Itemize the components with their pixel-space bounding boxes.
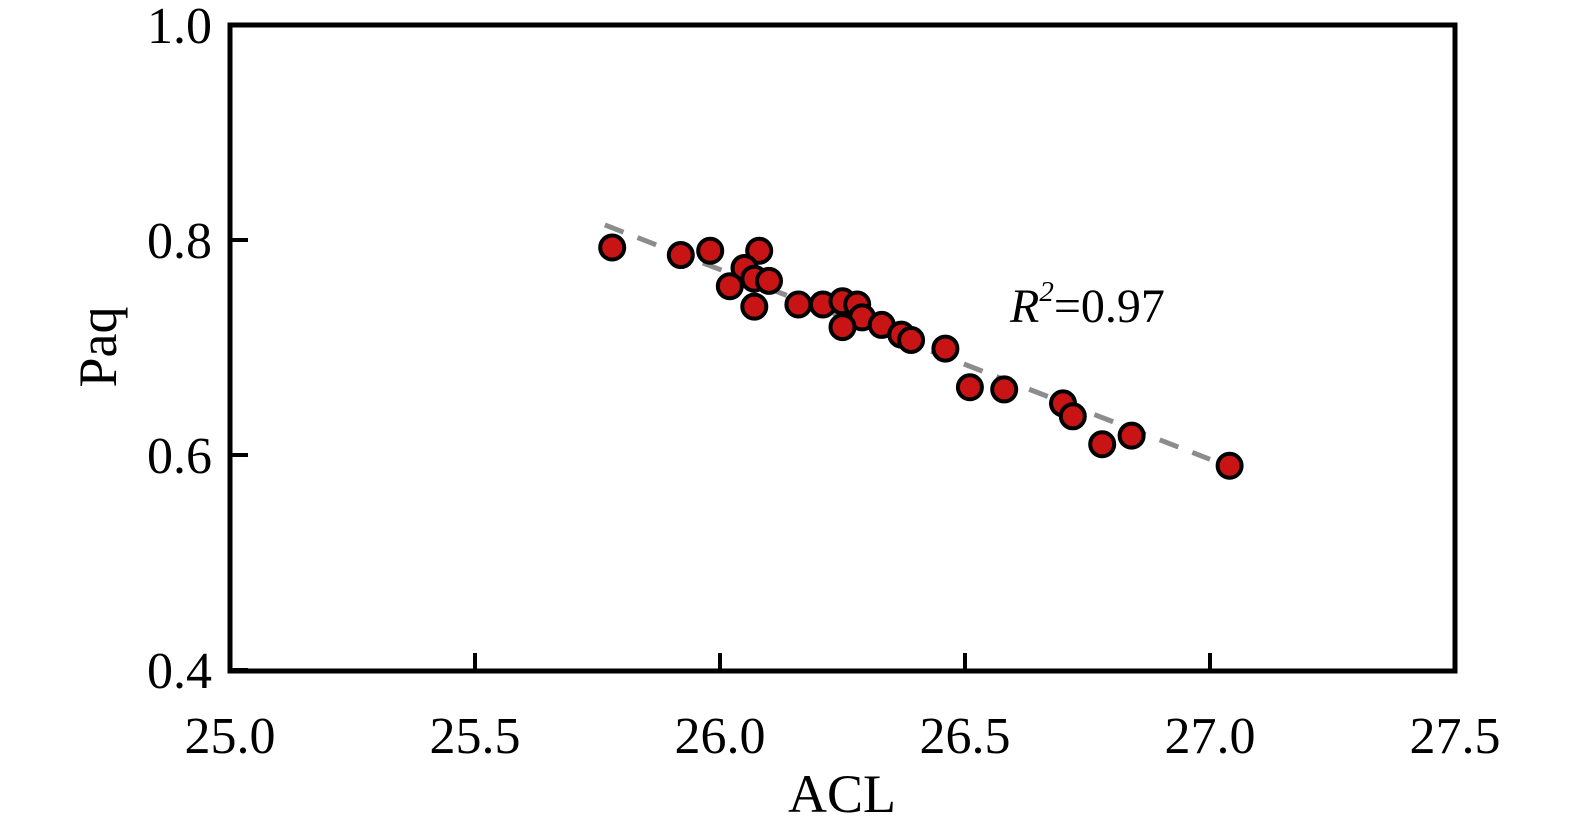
x-tick-label: 27.5 <box>1410 708 1501 765</box>
y-tick-label: 1.0 <box>147 0 212 55</box>
data-points-layer <box>598 233 1244 480</box>
data-point <box>715 272 744 301</box>
data-point <box>740 292 769 321</box>
data-point <box>897 325 926 354</box>
data-point <box>931 334 960 363</box>
x-tick-label: 27.0 <box>1165 708 1256 765</box>
y-tick-label: 0.4 <box>147 643 212 700</box>
y-tick-label: 0.6 <box>147 428 212 485</box>
x-tick-label: 25.0 <box>185 708 276 765</box>
y-tick-label: 0.8 <box>147 213 212 270</box>
data-point <box>745 236 774 265</box>
data-point <box>955 373 984 402</box>
r-squared-exponent: 2 <box>1039 276 1054 308</box>
data-point <box>696 236 725 265</box>
data-point <box>784 290 813 319</box>
y-axis-title: Paq <box>68 306 128 388</box>
axes-spines-layer <box>227 22 1458 674</box>
data-point <box>1117 421 1146 450</box>
x-axis-title: ACL <box>788 764 896 824</box>
data-point <box>1088 430 1117 459</box>
x-tick-label: 25.5 <box>430 708 521 765</box>
r-squared-symbol: R <box>1010 280 1040 333</box>
axes-spines <box>227 22 1458 674</box>
data-point <box>828 313 857 342</box>
data-point <box>666 241 695 270</box>
data-point <box>755 266 783 295</box>
x-tick-label: 26.0 <box>675 708 766 765</box>
data-point <box>990 375 1019 404</box>
data-point <box>1215 451 1244 480</box>
data-point <box>598 233 627 262</box>
data-point <box>1058 402 1087 431</box>
r-squared-value: =0.97 <box>1053 280 1165 333</box>
r-squared-annotation: R2=0.97 <box>1010 276 1165 334</box>
tick-labels-layer: 25.0 25.5 26.0 26.5 27.0 27.5 0.4 0.6 0.8 1.0 <box>147 0 1501 765</box>
x-tick-label: 26.5 <box>920 708 1011 765</box>
tick-marks-layer <box>228 23 1457 672</box>
